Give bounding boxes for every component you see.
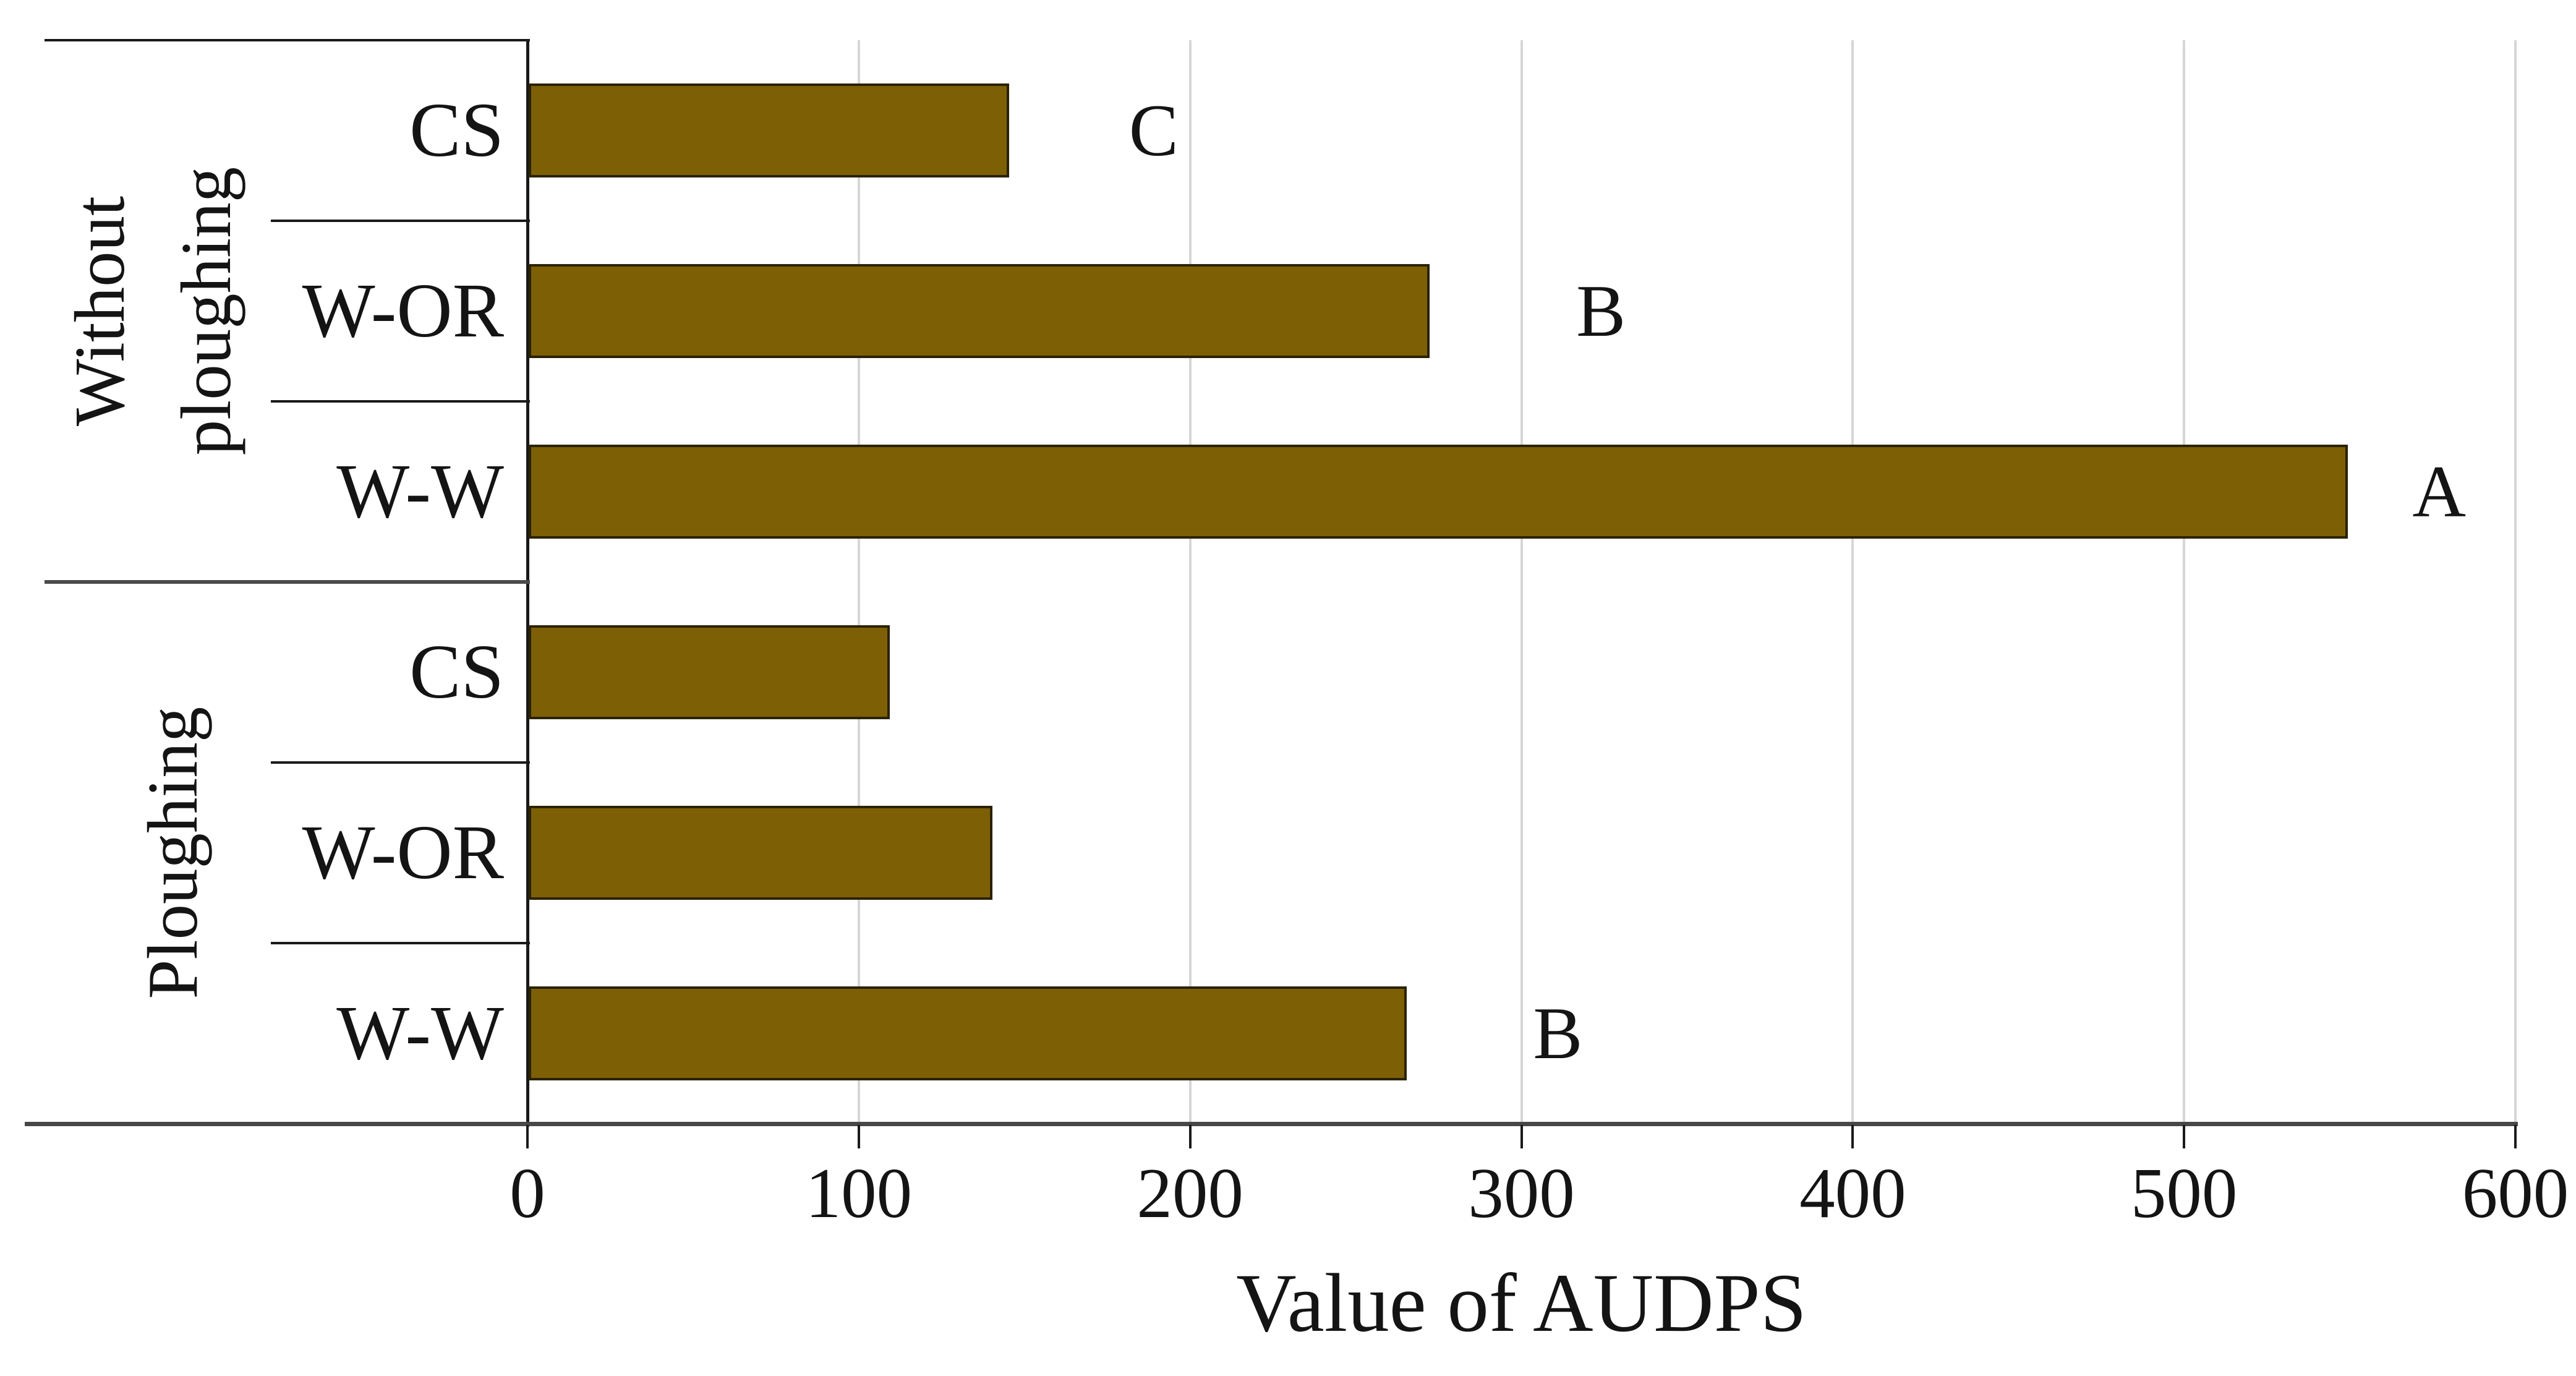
x-tick-label-300: 300	[1468, 1154, 1575, 1233]
significance-letter-b: B	[1576, 270, 1626, 352]
category-divider-4	[271, 761, 530, 764]
x-tick-mark-100	[857, 1125, 860, 1148]
category-divider-2	[271, 400, 530, 403]
category-label-cs: CS	[409, 88, 504, 173]
bar-w-or-4	[529, 806, 993, 900]
significance-letter-a: A	[2412, 450, 2467, 532]
x-tick-label-0: 0	[510, 1154, 545, 1233]
x-axis-line	[25, 1122, 2518, 1126]
significance-letter-b: B	[1533, 992, 1583, 1074]
category-divider-5	[271, 942, 530, 944]
group-label-text: Ploughing	[133, 706, 212, 999]
group-label-without-ploughing: Without ploughing	[0, 33, 432, 589]
x-tick-label-600: 600	[2462, 1154, 2569, 1233]
bar-cs-3	[529, 625, 890, 719]
category-divider-1	[271, 220, 530, 222]
x-tick-mark-200	[1188, 1125, 1192, 1148]
bar-w-or-1	[529, 264, 1430, 358]
gridline-500	[2183, 40, 2186, 1124]
x-tick-label-100: 100	[805, 1154, 913, 1233]
x-tick-label-200: 200	[1137, 1154, 1243, 1233]
gridline-300	[1520, 40, 1523, 1124]
x-tick-mark-0	[526, 1125, 529, 1148]
gridline-400	[1851, 40, 1854, 1124]
group-divider	[45, 580, 530, 584]
x-axis-title: Value of AUDPS	[1236, 1257, 1807, 1349]
x-tick-mark-300	[1520, 1125, 1523, 1148]
x-tick-mark-600	[2514, 1125, 2517, 1148]
gridline-100	[857, 40, 860, 1124]
category-label-w-or: W-OR	[302, 268, 504, 354]
group-label-text: Without ploughing	[60, 166, 246, 456]
group-label-ploughing: Ploughing	[0, 575, 451, 1131]
bar-w-w-5	[529, 986, 1407, 1080]
x-tick-label-400: 400	[1799, 1154, 1906, 1233]
category-label-w-w: W-W	[336, 991, 504, 1076]
significance-letter-c: C	[1128, 89, 1179, 171]
category-label-w-or: W-OR	[302, 810, 504, 895]
x-tick-mark-500	[2183, 1125, 2186, 1148]
bar-cs-0	[529, 83, 1009, 177]
x-tick-label-500: 500	[2130, 1154, 2238, 1233]
plot-top-border	[45, 39, 530, 41]
bar-w-w-2	[529, 445, 2348, 539]
category-label-w-w: W-W	[336, 449, 504, 534]
x-tick-mark-400	[1851, 1125, 1854, 1148]
gridline-600	[2514, 40, 2517, 1124]
gridline-200	[1188, 40, 1192, 1124]
category-label-cs: CS	[409, 630, 504, 715]
